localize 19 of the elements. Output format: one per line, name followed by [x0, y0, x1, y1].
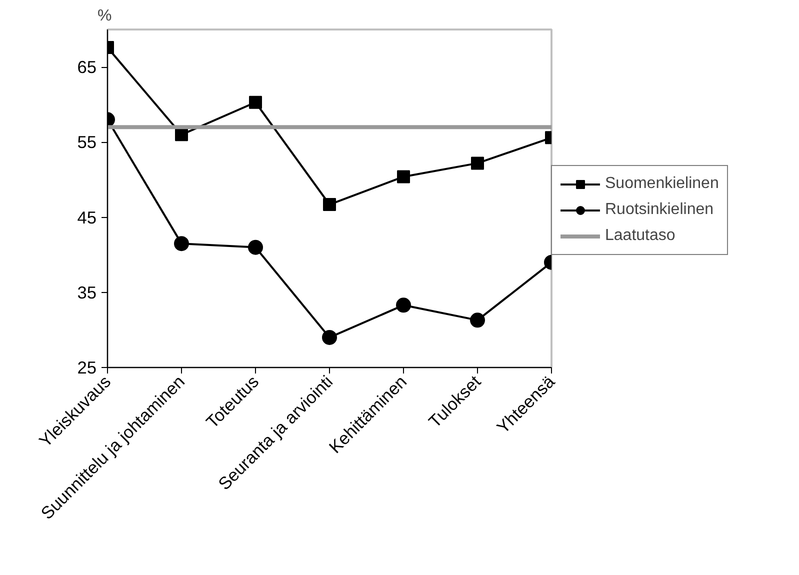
y-axis-title: % — [98, 8, 112, 24]
y-tick-label: 35 — [77, 282, 97, 302]
y-tick-label: 45 — [77, 207, 97, 228]
legend-label: Suomenkielinen — [605, 175, 719, 193]
point — [322, 330, 337, 345]
point — [249, 96, 262, 109]
point — [248, 240, 263, 255]
point — [471, 156, 484, 170]
point — [397, 170, 410, 184]
y-tick-label: 55 — [77, 132, 97, 152]
point — [174, 236, 189, 252]
legend-label: Laatutaso — [605, 227, 676, 245]
point — [175, 128, 188, 142]
point — [323, 198, 336, 212]
point — [396, 298, 411, 313]
point — [470, 312, 485, 328]
y-tick-label: 65 — [77, 57, 97, 78]
y-tick-label: 25 — [77, 358, 97, 378]
legend-label: Ruotsinkielinen — [605, 201, 714, 219]
